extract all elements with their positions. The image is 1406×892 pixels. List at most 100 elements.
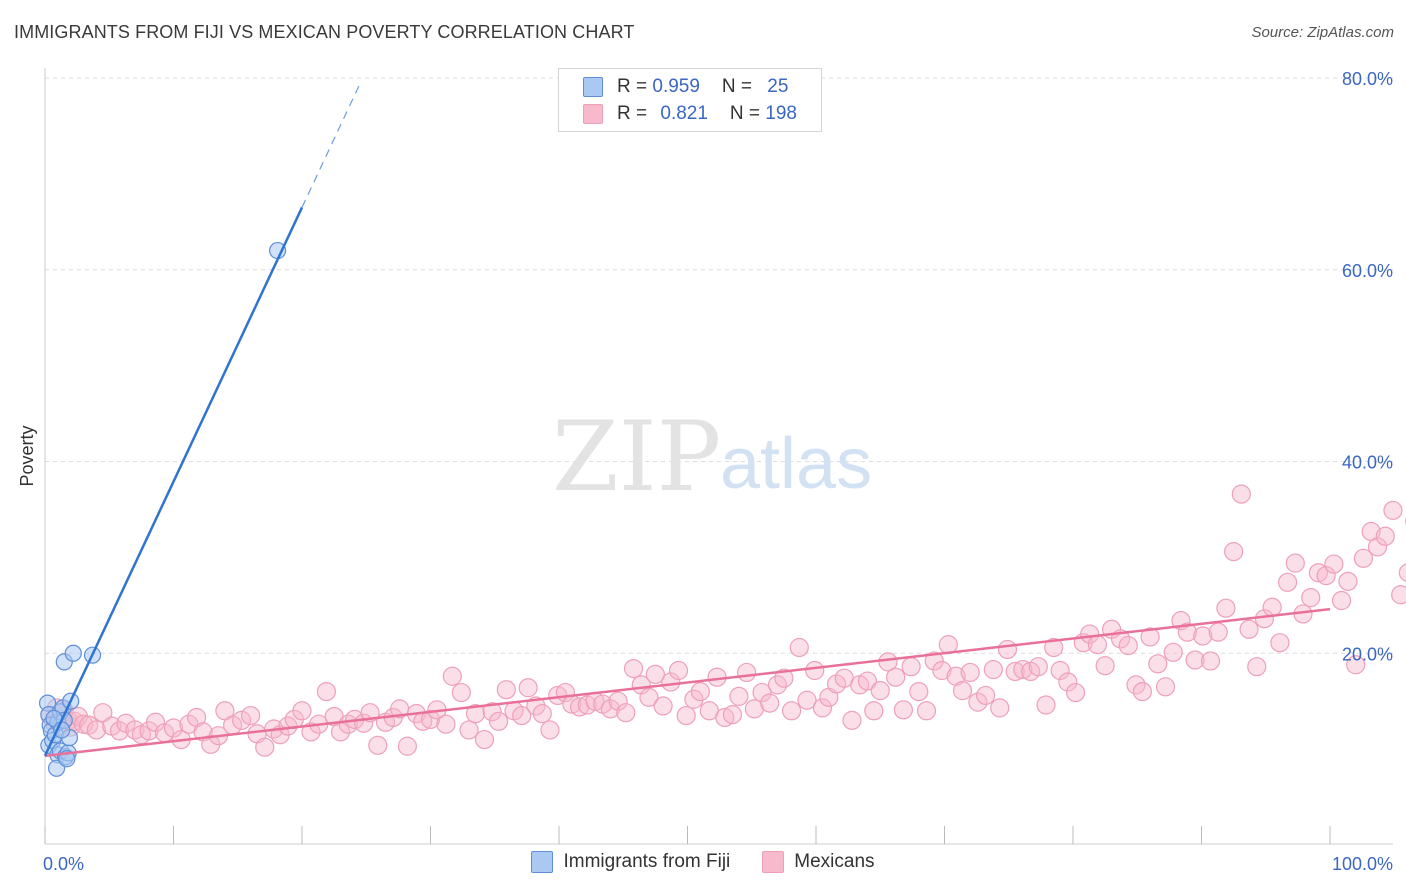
legend-fiji-r-label: R =: [617, 76, 653, 97]
mexicans-point: [616, 703, 636, 723]
mexicans-point: [368, 735, 388, 755]
mexicans-point: [1058, 672, 1078, 692]
mexicans-point: [512, 705, 532, 726]
mexicans-point: [1375, 526, 1395, 546]
fiji-trend-extension: [301, 83, 361, 208]
watermark-atlas: atlas: [720, 424, 872, 504]
mexicans-point: [316, 681, 337, 702]
mexicans-point: [1148, 654, 1168, 674]
mexicans-point: [952, 681, 973, 701]
mexicans-point: [1177, 622, 1197, 642]
mexicans-point: [722, 705, 743, 725]
mexicans-point: [1247, 657, 1267, 677]
mexicans-point: [1087, 635, 1108, 655]
legend-fiji-n-value: 25: [767, 76, 789, 97]
mexicans-point: [420, 709, 441, 730]
chart-title: IMMIGRANTS FROM FIJI VS MEXICAN POVERTY …: [14, 22, 635, 42]
mexicans-point: [1346, 655, 1366, 675]
mexicans-point: [924, 651, 944, 671]
legend-row-fiji: R = 0.959 N = 25: [583, 75, 788, 99]
y-tick-label-40: 40.0%: [1342, 453, 1393, 473]
mexicans-point: [1316, 565, 1336, 586]
legend-row-mexicans: R = 0.821 N = 198: [583, 102, 797, 126]
mexicans-point: [86, 720, 107, 740]
mexicans-point: [684, 689, 704, 709]
mexicans-point: [532, 704, 552, 724]
mexicans-point: [623, 658, 644, 679]
mexicans-point: [932, 660, 952, 681]
y-tick-label-60: 60.0%: [1342, 261, 1393, 281]
legend-mex-n-label: N =: [729, 103, 766, 124]
mexicans-point: [760, 693, 780, 713]
mexicans-point: [1216, 598, 1236, 618]
mexicans-point: [983, 659, 1003, 680]
mexicans-point: [690, 681, 710, 702]
mexicans-point: [489, 711, 509, 731]
mexicans-point: [232, 710, 252, 730]
trend-lines: [43, 83, 1331, 758]
y-tick-label-20: 20.0%: [1342, 644, 1393, 664]
mexicans-point: [482, 702, 502, 722]
legend-label-fiji: Immigrants from Fiji: [563, 851, 731, 872]
mexicans-point: [960, 662, 980, 683]
mexicans-point: [864, 701, 884, 721]
mexicans-point: [1270, 633, 1290, 653]
legend-swatch-mexicans-bottom: [762, 851, 785, 873]
mexicans-point: [1193, 626, 1213, 646]
zipatlas-watermark: ZIP atlas: [552, 401, 872, 513]
watermark-zip: ZIP: [552, 401, 721, 513]
mexicans-point: [1036, 695, 1056, 715]
mexicans-point: [442, 666, 462, 686]
mexicans-point: [1398, 563, 1406, 583]
mexicans-point: [1185, 650, 1205, 670]
fiji-trend-line: [43, 206, 304, 757]
mexicans-point: [645, 664, 665, 684]
mexicans-point: [752, 682, 772, 703]
legend-fiji-n-label: N =: [721, 76, 758, 97]
mexicans-point: [518, 678, 538, 698]
legend-mex-r-label: R =: [617, 103, 653, 124]
source-label: Source: ZipAtlas.com: [1251, 24, 1394, 41]
mexicans-point: [781, 701, 802, 721]
mexicans-point: [997, 639, 1018, 660]
mexicans-point: [774, 668, 794, 688]
mexicans-point: [968, 692, 988, 712]
legend-label-mexicans: Mexicans: [794, 851, 875, 872]
mexicans-point: [1050, 660, 1070, 681]
y-axis-label: Poverty: [17, 425, 37, 486]
mexicans-point: [1391, 585, 1406, 605]
mexicans-point: [1239, 619, 1259, 639]
mexicans-point: [639, 687, 659, 707]
mexicans-point: [661, 672, 681, 692]
mexicans-point: [870, 681, 890, 701]
mexicans-point: [187, 707, 207, 728]
mexicans-point: [1028, 657, 1048, 677]
mexicans-point: [1140, 627, 1160, 647]
mexicans-point: [1231, 484, 1251, 504]
mexicans-point: [465, 704, 486, 724]
mexicans-points: [40, 484, 1406, 757]
mexicans-point: [600, 699, 621, 719]
mexicans-point: [459, 720, 479, 740]
mexicans-point: [397, 736, 417, 756]
mexicans-point: [797, 690, 817, 710]
mexicans-point: [857, 671, 878, 691]
mexicans-point: [805, 660, 825, 681]
mexicans-point: [893, 700, 913, 720]
mexicans-point: [668, 660, 689, 681]
mexicans-point: [1277, 572, 1298, 592]
mexicans-point: [826, 674, 847, 694]
mexicans-point: [255, 737, 275, 757]
mexicans-point: [540, 720, 560, 740]
mexicans-point: [1005, 661, 1025, 682]
legend-swatch-fiji-bottom: [531, 851, 554, 873]
mexicans-point: [976, 685, 996, 706]
mexicans-point: [1155, 677, 1176, 697]
mexicans-point: [1065, 682, 1086, 703]
legend-swatch-fiji: [583, 77, 603, 97]
mexicans-point: [241, 705, 261, 726]
mexicans-point: [474, 729, 495, 750]
mexicans-point: [1200, 651, 1221, 671]
mexicans-point: [1118, 635, 1138, 656]
